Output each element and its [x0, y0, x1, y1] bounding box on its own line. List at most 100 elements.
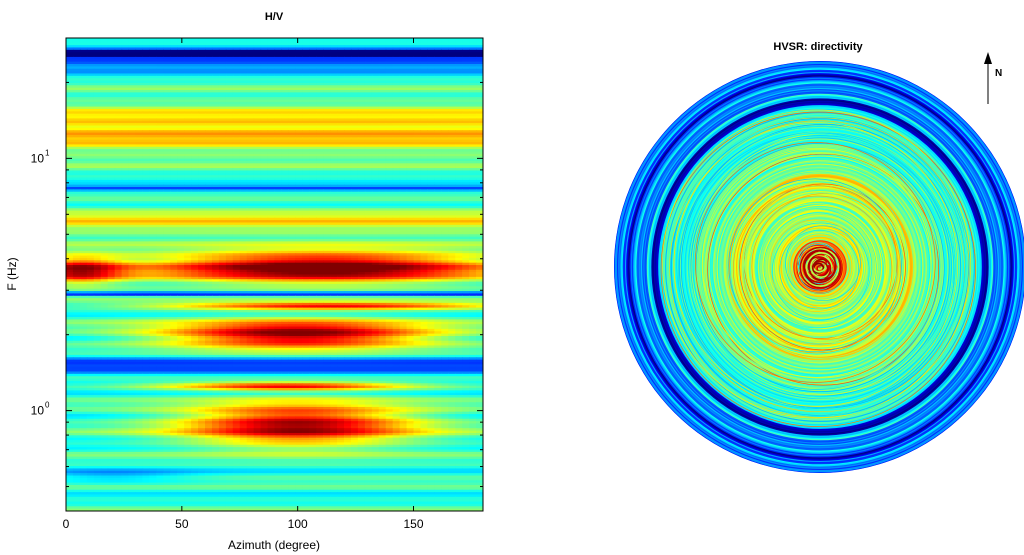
heatmap-cell [420, 80, 428, 84]
heatmap-cell [205, 132, 213, 136]
heatmap-cell [344, 205, 352, 209]
heatmap-cell [156, 139, 164, 143]
heatmap-cell [385, 158, 394, 162]
heatmap-cell [441, 165, 449, 169]
heatmap-cell [385, 47, 394, 51]
heatmap-cell [330, 198, 338, 202]
heatmap-cell [399, 90, 408, 93]
heatmap-cell [191, 194, 199, 198]
heatmap-cell [371, 125, 380, 129]
heatmap-cell [156, 149, 164, 153]
heatmap-cell [364, 205, 373, 209]
heatmap-cell [66, 49, 74, 53]
heatmap-cell [392, 75, 401, 79]
heatmap-cell [413, 87, 422, 91]
heatmap-cell [357, 227, 366, 231]
heatmap-cell [399, 151, 408, 155]
heatmap-cell [392, 113, 401, 117]
heatmap-cell [455, 106, 463, 110]
heatmap-cell [246, 134, 255, 138]
heatmap-cell [406, 132, 415, 136]
heatmap-cell [420, 186, 428, 190]
heatmap-cell [114, 49, 123, 53]
heatmap-cell [434, 130, 442, 134]
heatmap-cell [350, 40, 359, 44]
heatmap-cell [364, 38, 373, 41]
heatmap-cell [344, 64, 352, 67]
heatmap-cell [232, 120, 241, 124]
heatmap-cell [406, 198, 415, 202]
heatmap-cell [267, 116, 276, 120]
heatmap-cell [316, 99, 324, 103]
heatmap-cell [211, 54, 220, 58]
heatmap-cell [205, 137, 213, 141]
heatmap-cell [350, 104, 359, 108]
heatmap-cell [66, 165, 74, 169]
heatmap-cell [239, 194, 248, 198]
heatmap-cell [149, 172, 157, 176]
heatmap-cell [441, 106, 449, 110]
heatmap-cell [135, 151, 144, 155]
heatmap-cell [156, 175, 164, 179]
heatmap-cell [184, 170, 192, 174]
heatmap-cell [302, 113, 310, 117]
heatmap-cell [107, 172, 116, 176]
heatmap-cell [191, 165, 199, 169]
heatmap-cell [191, 68, 199, 72]
heatmap-cell [191, 203, 199, 207]
heatmap-cell [79, 94, 88, 98]
heatmap-cell [156, 47, 164, 51]
heatmap-cell [163, 177, 171, 181]
heatmap-cell [135, 106, 144, 110]
heatmap-cell [316, 75, 324, 79]
heatmap-cell [295, 149, 303, 153]
heatmap-cell [427, 149, 435, 153]
heatmap-cell [86, 80, 95, 84]
heatmap-cell [121, 78, 130, 82]
heatmap-cell [184, 198, 192, 202]
heatmap-cell [350, 215, 359, 219]
heatmap-cell [198, 64, 206, 67]
heatmap-cell [170, 208, 178, 212]
heatmap-cell [260, 177, 269, 181]
heatmap-cell [378, 198, 387, 202]
heatmap-cell [350, 182, 359, 186]
heatmap-cell [399, 139, 408, 143]
heatmap-cell [295, 85, 303, 89]
heatmap-cell [225, 217, 234, 221]
heatmap-cell [337, 49, 345, 53]
heatmap-cell [114, 125, 123, 129]
heatmap-cell [86, 134, 95, 138]
heatmap-cell [211, 224, 220, 228]
heatmap-cell [100, 137, 109, 141]
heatmap-cell [267, 85, 276, 89]
heatmap-cell [205, 153, 213, 157]
heatmap-cell [253, 71, 262, 75]
heatmap-cell [413, 213, 422, 216]
heatmap-cell [469, 231, 477, 235]
heatmap-cell [406, 94, 415, 98]
heatmap-cell [378, 73, 387, 77]
heatmap-cell [344, 194, 352, 198]
heatmap-cell [344, 71, 352, 75]
heatmap-cell [253, 229, 262, 233]
heatmap-cell [371, 151, 380, 155]
heatmap-cell [357, 123, 366, 127]
heatmap-cell [177, 215, 185, 219]
heatmap-cell [79, 68, 88, 72]
heatmap-cell [239, 170, 248, 174]
heatmap-cell [288, 177, 296, 181]
heatmap-cell [232, 208, 241, 212]
heatmap-cell [330, 111, 338, 115]
heatmap-cell [225, 101, 234, 105]
heatmap-cell [462, 42, 470, 46]
heatmap-cell [142, 146, 150, 150]
heatmap-cell [72, 191, 81, 195]
heatmap-cell [184, 134, 192, 138]
heatmap-cell [93, 104, 102, 108]
heatmap-cell [218, 38, 227, 41]
heatmap-cell [337, 113, 345, 117]
heatmap-cell [344, 208, 352, 212]
heatmap-cell [344, 222, 352, 226]
heatmap-cell [281, 149, 289, 153]
